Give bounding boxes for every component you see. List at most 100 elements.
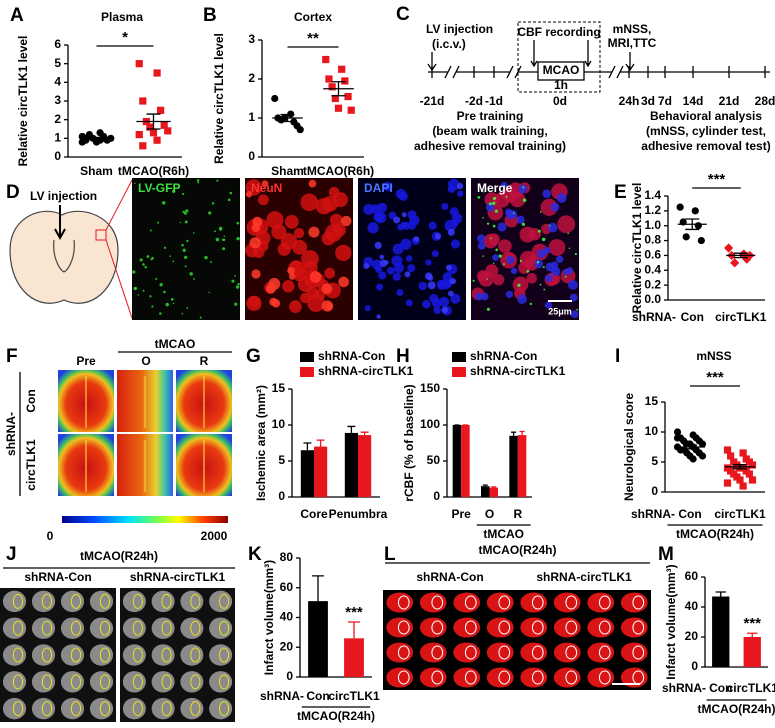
infarct [598,595,611,610]
cell [502,263,505,266]
cell [477,241,486,250]
bar [358,435,372,497]
day-label: 7d [658,94,672,108]
y-tick-label: 10 [272,417,286,431]
day-label: 0d [553,94,567,108]
cell [441,202,449,211]
timeline-label: mNSS, [613,22,652,36]
x-tick-label: circTLK1 [715,310,767,324]
data-point [682,233,690,241]
cell [447,185,456,193]
infarct [190,701,201,717]
timeline-label: CBF recording [517,25,600,39]
cell [512,276,529,293]
cell [163,290,166,294]
data-point [691,207,699,215]
cell [482,255,485,257]
y-tick-label: 20 [685,629,699,643]
column-label: O [141,354,150,368]
y-tick-label: 0 [433,489,440,503]
significance: *** [706,369,724,386]
cell [325,302,334,310]
y-tick-label: 0 [278,489,285,503]
roi-box [95,229,107,241]
cell [427,275,434,281]
infarct [12,647,24,663]
cell [261,180,269,187]
brain-slice [453,617,481,638]
cell [151,256,154,260]
y-tick-label: 0 [651,484,658,498]
bar [452,425,462,497]
sem-bar [89,136,104,140]
bar [743,637,761,667]
sem-bar [683,444,697,450]
infarct [161,674,172,690]
cell [501,181,508,189]
cell [321,283,333,295]
cell [518,184,528,194]
data-point [322,55,330,64]
cell [486,222,490,225]
significance: * [122,29,128,46]
y-tick-label: 0 [248,149,255,163]
y-tick-label: 60 [280,580,294,594]
timeline-label: (mNSS, cylinder test, [646,124,766,138]
x-tick-label: circTLK1 [714,507,766,521]
y-tick-label: 0.4 [644,262,661,276]
cell [438,296,450,307]
data-point [139,97,147,105]
data-point [727,452,735,460]
panel-letter: I [615,346,620,367]
infarct [531,595,544,610]
data-point [697,236,705,245]
cell [156,221,160,224]
x-tick-label: Pre [451,507,471,521]
infarct [41,593,53,609]
group-label: shRNA-circTLK1 [536,570,632,584]
panel-letter: F [6,346,18,367]
data-point [82,136,90,144]
cell [363,203,375,215]
cell [452,220,459,227]
infarct [70,674,82,690]
data-point [135,60,143,68]
cell [186,239,189,243]
timeline-label: Pre training [457,109,524,123]
data-point [157,106,165,114]
data-point [338,65,346,73]
x-tick-label: Core [300,507,328,521]
channel-label: NeuN [251,181,282,195]
cell [229,191,233,195]
data-point [164,127,172,135]
y-tick-label: 40 [685,599,699,613]
cell [506,255,515,265]
column-group: tMCAO(R24h) [80,549,158,563]
panel-letter: A [10,5,24,26]
data-point [149,129,158,137]
cell [547,222,558,233]
y-axis-label: rCBF (% of baseline) [402,384,416,501]
cell [216,179,219,182]
infarct [132,647,143,663]
cell [186,307,189,310]
cell [422,300,431,309]
cell [329,213,343,227]
chart-title: mNSS [696,349,731,363]
y-tick-label: 15 [272,381,286,395]
bar [517,435,527,497]
y-tick-label: 80 [280,550,294,564]
cell [170,298,174,301]
infarct [598,645,611,660]
colorbar [62,516,228,523]
brain-slice [386,592,414,613]
group-label: shRNA-circTLK1 [130,570,226,584]
infarct [565,620,578,635]
brain-slice [553,642,581,663]
cell [376,314,381,319]
day-label: 21d [719,94,740,108]
cell [522,198,527,203]
infarct [99,647,111,663]
timeline-break [608,65,624,79]
